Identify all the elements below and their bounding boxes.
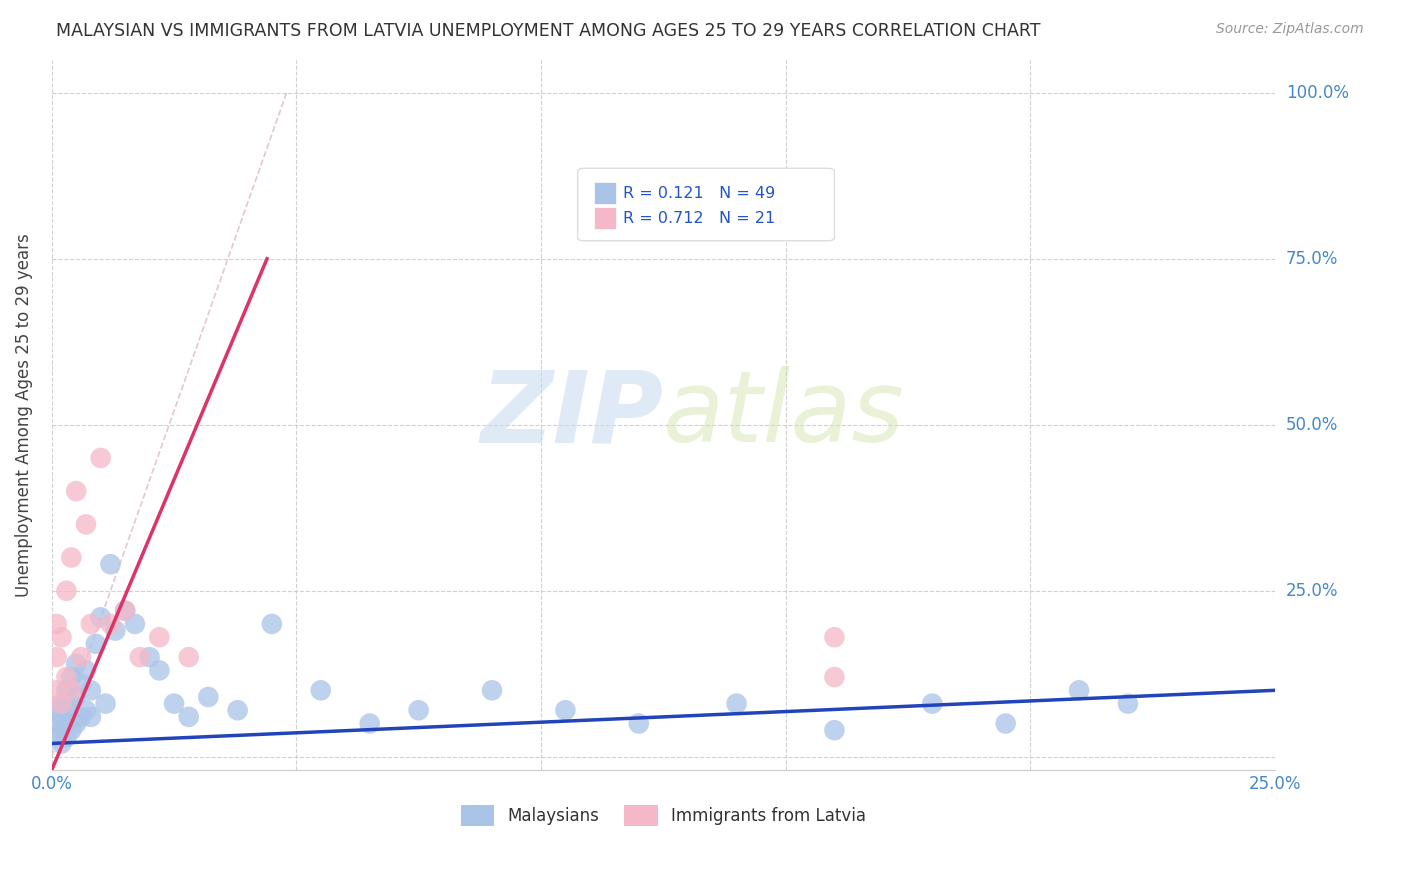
Point bbox=[100, 557, 122, 571]
Point bbox=[100, 616, 122, 631]
Text: 25.0%: 25.0% bbox=[1286, 582, 1339, 599]
Point bbox=[177, 650, 200, 665]
Point bbox=[114, 604, 136, 618]
Point bbox=[65, 716, 87, 731]
Text: MALAYSIAN VS IMMIGRANTS FROM LATVIA UNEMPLOYMENT AMONG AGES 25 TO 29 YEARS CORRE: MALAYSIAN VS IMMIGRANTS FROM LATVIA UNEM… bbox=[56, 22, 1040, 40]
Text: 50.0%: 50.0% bbox=[1286, 416, 1339, 434]
Point bbox=[45, 616, 67, 631]
Point bbox=[75, 664, 97, 678]
Point bbox=[45, 716, 67, 731]
Y-axis label: Unemployment Among Ages 25 to 29 years: Unemployment Among Ages 25 to 29 years bbox=[15, 233, 32, 597]
Point bbox=[45, 650, 67, 665]
Point bbox=[60, 697, 83, 711]
Point bbox=[80, 683, 103, 698]
Point bbox=[55, 730, 77, 744]
Point bbox=[104, 624, 127, 638]
Point bbox=[124, 616, 146, 631]
FancyBboxPatch shape bbox=[578, 169, 834, 241]
Point bbox=[51, 736, 73, 750]
Point bbox=[55, 583, 77, 598]
Point bbox=[408, 703, 430, 717]
Point bbox=[55, 683, 77, 698]
Point bbox=[138, 650, 160, 665]
Point bbox=[128, 650, 150, 665]
Legend: Malaysians, Immigrants from Latvia: Malaysians, Immigrants from Latvia bbox=[461, 805, 866, 826]
FancyBboxPatch shape bbox=[593, 183, 616, 203]
Point bbox=[114, 604, 136, 618]
Point bbox=[51, 710, 73, 724]
Point bbox=[65, 484, 87, 499]
Text: R = 0.712   N = 21: R = 0.712 N = 21 bbox=[623, 211, 775, 226]
Point bbox=[51, 723, 73, 738]
Point bbox=[627, 716, 650, 731]
Point bbox=[1116, 697, 1139, 711]
Point bbox=[65, 690, 87, 704]
Text: ZIP: ZIP bbox=[481, 367, 664, 463]
Point bbox=[60, 723, 83, 738]
Point bbox=[148, 664, 170, 678]
Point bbox=[823, 670, 845, 684]
Point bbox=[45, 703, 67, 717]
Point bbox=[51, 697, 73, 711]
Point bbox=[45, 683, 67, 698]
Point bbox=[177, 710, 200, 724]
Point bbox=[75, 703, 97, 717]
Point bbox=[1067, 683, 1090, 698]
Point bbox=[725, 697, 748, 711]
Point bbox=[55, 716, 77, 731]
Text: 100.0%: 100.0% bbox=[1286, 84, 1348, 102]
Point bbox=[94, 697, 117, 711]
Point bbox=[823, 723, 845, 738]
Point bbox=[80, 616, 103, 631]
Point bbox=[921, 697, 943, 711]
Point bbox=[45, 730, 67, 744]
Point bbox=[226, 703, 249, 717]
Point bbox=[55, 703, 77, 717]
Point bbox=[994, 716, 1017, 731]
Text: R = 0.121   N = 49: R = 0.121 N = 49 bbox=[623, 186, 775, 201]
Point bbox=[75, 517, 97, 532]
Point bbox=[51, 630, 73, 644]
Point bbox=[309, 683, 332, 698]
Point bbox=[148, 630, 170, 644]
Point bbox=[51, 697, 73, 711]
Point bbox=[70, 710, 93, 724]
Point bbox=[60, 550, 83, 565]
Point bbox=[163, 697, 186, 711]
Point bbox=[359, 716, 381, 731]
Point bbox=[55, 670, 77, 684]
Point bbox=[70, 650, 93, 665]
FancyBboxPatch shape bbox=[593, 207, 616, 228]
Point bbox=[90, 450, 112, 465]
Point bbox=[197, 690, 219, 704]
Point bbox=[554, 703, 576, 717]
Text: Source: ZipAtlas.com: Source: ZipAtlas.com bbox=[1216, 22, 1364, 37]
Point bbox=[60, 683, 83, 698]
Point bbox=[823, 630, 845, 644]
Point bbox=[260, 616, 283, 631]
Point bbox=[65, 657, 87, 671]
Point bbox=[80, 710, 103, 724]
Point bbox=[70, 676, 93, 690]
Point bbox=[84, 637, 107, 651]
Text: atlas: atlas bbox=[664, 367, 905, 463]
Point bbox=[90, 610, 112, 624]
Text: 75.0%: 75.0% bbox=[1286, 250, 1339, 268]
Point bbox=[60, 670, 83, 684]
Point bbox=[481, 683, 503, 698]
